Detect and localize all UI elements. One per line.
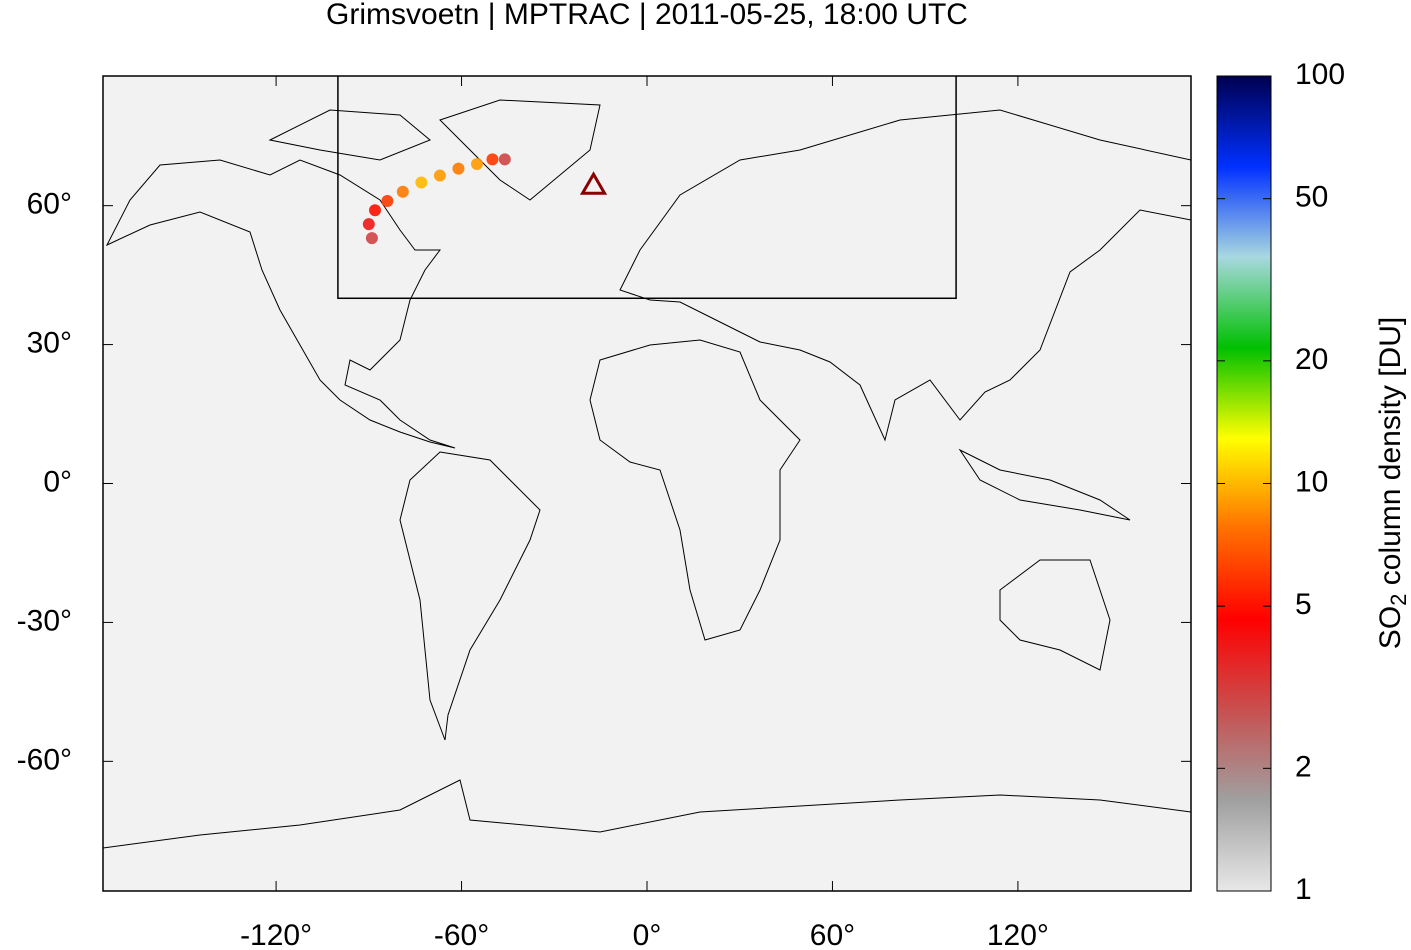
plume-point [365, 232, 378, 245]
x-tick-label: -60° [434, 919, 489, 950]
colorbar-tick-label: 100 [1295, 58, 1345, 91]
y-tick-label: -30° [17, 604, 72, 637]
colorbar-tick-label: 1 [1295, 873, 1312, 906]
plume-point [498, 153, 511, 166]
y-tick-label: -60° [17, 743, 72, 776]
colorbar-tick-label: 50 [1295, 181, 1328, 214]
plume-point [433, 169, 446, 182]
chart-title: Grimsvoetn | MPTRAC | 2011-05-25, 18:00 … [326, 0, 968, 31]
colorbar-tick-label: 10 [1295, 465, 1328, 498]
colorbar-tick-label: 5 [1295, 588, 1312, 621]
plume-point [362, 218, 375, 231]
overlay [337, 76, 957, 300]
colorbar [1216, 75, 1272, 892]
colorbar-label-main: SO [1374, 606, 1407, 649]
plume-point [471, 157, 483, 170]
y-tick-label: 0° [43, 465, 72, 498]
plume-point [369, 204, 381, 217]
plume-point [415, 176, 428, 189]
colorbar-label: SO2 column density [DU] [1374, 317, 1411, 649]
colorbar-label-rest: column density [DU] [1374, 317, 1407, 594]
colorbar-tick-label: 2 [1295, 750, 1312, 783]
y-tick-label: 60° [27, 188, 72, 221]
plume-point [452, 162, 465, 175]
coastlines [103, 99, 1191, 849]
colorbar-tick-label: 20 [1295, 343, 1328, 376]
region-box [337, 76, 957, 300]
x-tick-label: 60° [810, 919, 855, 950]
x-tick-label: 0° [633, 919, 662, 950]
colorbar-label-sub: 2 [1386, 594, 1411, 606]
x-tick-label: 120° [987, 919, 1049, 950]
plume-point [396, 185, 409, 198]
y-tick-label: 30° [27, 327, 72, 360]
plume-point [486, 153, 499, 166]
plot-area [103, 76, 1191, 891]
x-tick-label: -120° [240, 919, 312, 950]
plume-point [381, 195, 394, 208]
volcano-marker [579, 171, 608, 195]
